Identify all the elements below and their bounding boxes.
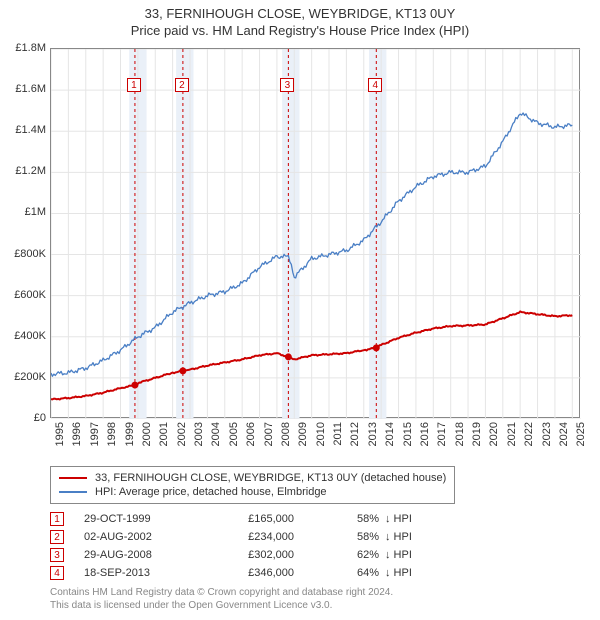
sale-gap-direction: ↓ HPI xyxy=(379,531,412,543)
sale-gap-pct: 64% xyxy=(324,567,379,579)
sale-marker: 1 xyxy=(50,512,64,526)
x-tick-label: 2007 xyxy=(263,422,275,462)
x-tick-label: 2016 xyxy=(419,422,431,462)
x-tick-label: 2000 xyxy=(141,422,153,462)
x-tick-label: 2006 xyxy=(245,422,257,462)
x-tick-label: 2001 xyxy=(158,422,170,462)
x-tick-label: 2008 xyxy=(280,422,292,462)
sale-row: 4 18-SEP-2013£346,00064%↓ HPI xyxy=(50,564,412,582)
footer-line-2: This data is licensed under the Open Gov… xyxy=(50,599,393,612)
x-tick-label: 1995 xyxy=(54,422,66,462)
sale-gap-direction: ↓ HPI xyxy=(379,567,412,579)
event-marker: 3 xyxy=(280,78,294,92)
x-tick-label: 2017 xyxy=(436,422,448,462)
y-tick-label: £0 xyxy=(2,412,46,424)
x-tick-label: 1997 xyxy=(89,422,101,462)
y-tick-label: £1.4M xyxy=(2,124,46,136)
legend: 33, FERNIHOUGH CLOSE, WEYBRIDGE, KT13 0U… xyxy=(50,466,455,504)
x-tick-label: 2023 xyxy=(541,422,553,462)
plot-area xyxy=(50,48,580,418)
sale-date: 29-AUG-2008 xyxy=(84,549,204,561)
y-tick-label: £1.6M xyxy=(2,83,46,95)
sale-gap-direction: ↓ HPI xyxy=(379,513,412,525)
event-marker: 1 xyxy=(127,78,141,92)
legend-swatch xyxy=(59,477,87,479)
x-tick-label: 2021 xyxy=(506,422,518,462)
x-tick-label: 2018 xyxy=(454,422,466,462)
chart-container: 33, FERNIHOUGH CLOSE, WEYBRIDGE, KT13 0U… xyxy=(0,0,600,620)
sale-gap-pct: 62% xyxy=(324,549,379,561)
x-tick-label: 2003 xyxy=(193,422,205,462)
x-tick-label: 2009 xyxy=(297,422,309,462)
x-tick-label: 2013 xyxy=(367,422,379,462)
y-tick-label: £800K xyxy=(2,248,46,260)
x-tick-label: 2025 xyxy=(575,422,587,462)
sale-row: 3 29-AUG-2008£302,00062%↓ HPI xyxy=(50,546,412,564)
y-tick-label: £1.2M xyxy=(2,165,46,177)
x-tick-label: 2015 xyxy=(402,422,414,462)
sale-row: 1 29-OCT-1999£165,00058%↓ HPI xyxy=(50,510,412,528)
sale-price: £234,000 xyxy=(204,531,324,543)
x-tick-label: 2020 xyxy=(488,422,500,462)
sale-gap-pct: 58% xyxy=(324,531,379,543)
footer-attribution: Contains HM Land Registry data © Crown c… xyxy=(50,586,393,612)
event-marker: 2 xyxy=(175,78,189,92)
chart-title: 33, FERNIHOUGH CLOSE, WEYBRIDGE, KT13 0U… xyxy=(0,0,600,23)
y-tick-label: £200K xyxy=(2,371,46,383)
x-tick-label: 2024 xyxy=(558,422,570,462)
sales-table: 129-OCT-1999£165,00058%↓ HPI202-AUG-2002… xyxy=(50,510,412,582)
sale-row: 2 02-AUG-2002£234,00058%↓ HPI xyxy=(50,528,412,546)
sale-price: £302,000 xyxy=(204,549,324,561)
legend-label: 33, FERNIHOUGH CLOSE, WEYBRIDGE, KT13 0U… xyxy=(95,472,446,484)
sale-gap-pct: 58% xyxy=(324,513,379,525)
x-tick-label: 2022 xyxy=(523,422,535,462)
y-tick-label: £400K xyxy=(2,330,46,342)
legend-item: 33, FERNIHOUGH CLOSE, WEYBRIDGE, KT13 0U… xyxy=(59,471,446,485)
y-tick-label: £600K xyxy=(2,289,46,301)
chart-subtitle: Price paid vs. HM Land Registry's House … xyxy=(0,23,600,40)
event-marker: 4 xyxy=(368,78,382,92)
legend-label: HPI: Average price, detached house, Elmb… xyxy=(95,486,327,498)
x-tick-label: 2014 xyxy=(384,422,396,462)
x-tick-label: 2002 xyxy=(176,422,188,462)
legend-swatch xyxy=(59,491,87,493)
y-tick-label: £1.8M xyxy=(2,42,46,54)
x-tick-label: 2004 xyxy=(210,422,222,462)
sale-marker: 2 xyxy=(50,530,64,544)
legend-item: HPI: Average price, detached house, Elmb… xyxy=(59,485,446,499)
sale-gap-direction: ↓ HPI xyxy=(379,549,412,561)
sale-date: 02-AUG-2002 xyxy=(84,531,204,543)
x-tick-label: 1999 xyxy=(124,422,136,462)
x-tick-label: 2012 xyxy=(349,422,361,462)
sale-price: £346,000 xyxy=(204,567,324,579)
x-tick-label: 2010 xyxy=(315,422,327,462)
sale-date: 29-OCT-1999 xyxy=(84,513,204,525)
y-tick-label: £1M xyxy=(2,206,46,218)
sale-price: £165,000 xyxy=(204,513,324,525)
x-tick-label: 2005 xyxy=(228,422,240,462)
x-tick-label: 2019 xyxy=(471,422,483,462)
sale-date: 18-SEP-2013 xyxy=(84,567,204,579)
x-tick-label: 1998 xyxy=(106,422,118,462)
x-tick-label: 2011 xyxy=(332,422,344,462)
sale-marker: 3 xyxy=(50,548,64,562)
sale-marker: 4 xyxy=(50,566,64,580)
x-tick-label: 1996 xyxy=(71,422,83,462)
footer-line-1: Contains HM Land Registry data © Crown c… xyxy=(50,586,393,599)
